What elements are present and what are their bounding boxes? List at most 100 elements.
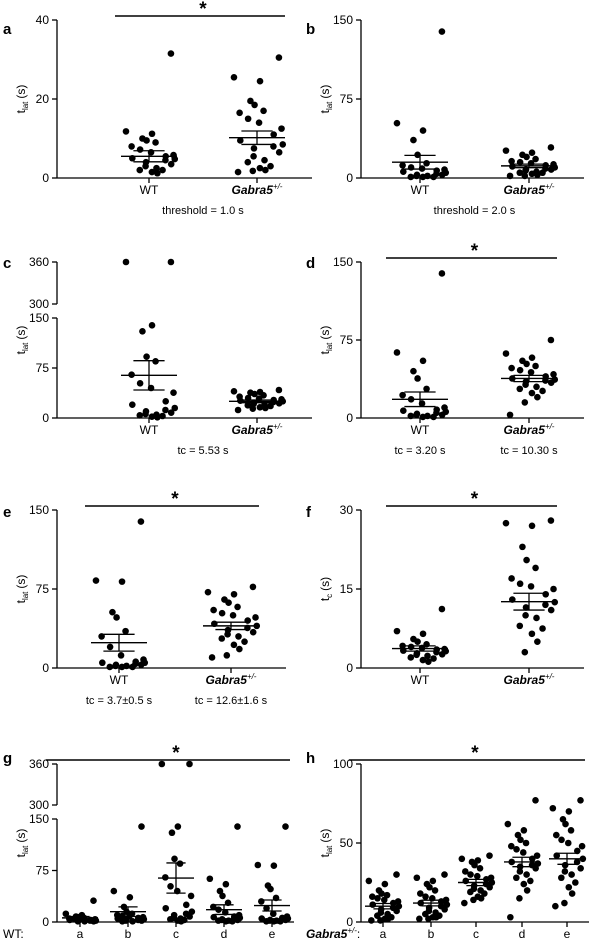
data-point (519, 543, 526, 551)
y-axis-label: tlat (s) (318, 326, 334, 355)
data-point (542, 590, 550, 598)
data-point (236, 645, 243, 653)
data-point (162, 156, 169, 164)
data-point (520, 827, 528, 834)
chart-panel-a: a 0 20 40 tlat (s) WT Gabra5+/- * threshold = 1.0… (3, 0, 312, 217)
data-point (225, 599, 232, 606)
data-point (244, 617, 252, 624)
data-point (508, 364, 515, 372)
data-point (252, 614, 259, 621)
data-point (365, 877, 373, 885)
y-tick-label: 75 (340, 333, 354, 347)
data-point (431, 887, 439, 894)
data-point (234, 916, 241, 924)
data-point (577, 864, 584, 872)
data-point (552, 831, 560, 839)
chart-panel-h: h 0 50 100 tlat (s) a b c d e Gabra5+/-: * (306, 743, 589, 941)
data-point (218, 635, 226, 642)
data-point (482, 876, 490, 883)
y-axis-label-unit: (s) (318, 326, 332, 340)
data-point (136, 380, 144, 387)
x-tick-label: b (125, 927, 132, 941)
data-point (471, 861, 478, 869)
data-point (393, 627, 401, 635)
panel-letter: e (3, 504, 11, 521)
data-point (126, 893, 134, 901)
data-point (139, 328, 146, 335)
data-point (519, 849, 527, 856)
data-point (407, 643, 415, 651)
data-point (513, 846, 520, 853)
data-point (547, 336, 555, 344)
data-point (486, 852, 493, 859)
data-point (430, 413, 437, 421)
data-point (400, 168, 407, 175)
group-label-text: WT: (3, 927, 24, 941)
y-axis-label-sub: lat (21, 845, 30, 854)
data-point (129, 918, 136, 925)
data-point (219, 892, 226, 900)
y-axis-label: tlat (s) (318, 85, 334, 114)
data-point (118, 578, 126, 585)
x-tick-label-text: WT (110, 673, 129, 687)
data-point (422, 910, 429, 918)
data-point (148, 130, 156, 138)
data-point (528, 354, 536, 361)
data-point (578, 842, 586, 850)
x-tick-label: Gabra5+/- (206, 672, 257, 687)
panel-letter: c (3, 255, 11, 272)
group-label-text: Gabra5 (306, 927, 348, 941)
data-point (167, 160, 175, 168)
x-tick-label: a (380, 927, 387, 941)
data-point (532, 362, 539, 370)
chart-panel-b: b 0 75 150 tlat (s) WT Gabra5+/- threshold = 2.0… (306, 13, 584, 217)
data-point (561, 899, 568, 907)
data-point (380, 896, 388, 904)
data-point (106, 663, 114, 671)
data-point (425, 658, 432, 665)
data-point (136, 146, 144, 153)
y-axis-label-unit: (s) (14, 575, 28, 589)
group-label: Gabra5+/-: (306, 926, 360, 941)
data-point (247, 97, 254, 105)
data-point (558, 874, 565, 882)
data-point (400, 407, 407, 415)
x-tick-label-text: b (125, 927, 132, 941)
data-point (528, 149, 536, 157)
y-tick-label: 360 (29, 255, 49, 269)
data-point (249, 167, 257, 175)
x-tick-label-text: a (77, 927, 84, 941)
y-tick-label: 40 (36, 13, 50, 27)
data-point (410, 136, 417, 144)
data-point (153, 164, 160, 172)
x-tick-label-text: d (519, 927, 526, 941)
data-point (277, 918, 284, 925)
data-point (148, 322, 156, 329)
data-point (270, 862, 278, 869)
x-tick-label: Gabra5+/- (504, 422, 555, 437)
x-tick-label-text: a (380, 927, 387, 941)
y-tick-label: 150 (29, 503, 49, 517)
y-axis-label-sub: lat (325, 845, 334, 854)
data-point (377, 917, 384, 924)
data-point (532, 564, 539, 572)
y-tick-label: 360 (29, 757, 49, 771)
data-point (368, 917, 375, 924)
y-axis-label-main: t (14, 350, 28, 354)
y-axis-label-main: t (318, 597, 332, 601)
y-tick-label: 0 (42, 411, 49, 425)
panel-letter: a (3, 21, 12, 38)
data-point (507, 842, 515, 850)
data-point (260, 392, 267, 399)
significance-star: * (471, 241, 479, 262)
data-point (577, 797, 584, 804)
data-point (251, 390, 258, 398)
data-point (539, 387, 546, 395)
data-point (558, 836, 565, 844)
data-point (128, 143, 135, 150)
data-point (234, 168, 242, 176)
x-tick-label-text: d (221, 927, 228, 941)
x-tick-label: Gabra5+/- (232, 422, 283, 437)
x-tick-label-text: Gabra5 (504, 673, 546, 687)
